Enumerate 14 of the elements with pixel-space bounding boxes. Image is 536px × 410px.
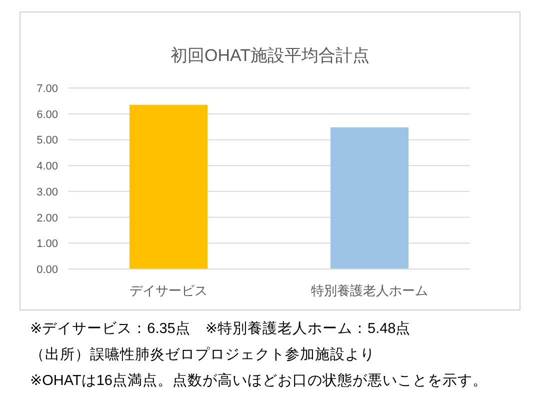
y-tick-label: 2.00 — [36, 212, 58, 224]
x-tick-label: デイサービス — [130, 283, 208, 298]
y-tick-label: 0.00 — [36, 264, 58, 276]
y-tick-label: 4.00 — [36, 160, 58, 173]
text: ※OHATは16点満点。点数が高いほどお口の状態が悪いことを示す。 — [30, 372, 488, 389]
y-tick-label: 3.00 — [36, 186, 58, 198]
y-tick-label: 6.00 — [36, 108, 58, 121]
y-tick-label: 7.00 — [36, 83, 58, 95]
text: ※デイサービス：6.35点 ※特別養護老人ホーム：5.48点 — [30, 320, 411, 337]
text: （出所）誤嚥性肺炎ゼロプロジェクト参加施設より — [30, 346, 375, 363]
x-tick-label: 特別養護老人ホーム — [311, 283, 428, 298]
y-tick-label: 5.00 — [36, 134, 58, 147]
y-tick-label: 1.00 — [36, 238, 58, 250]
chart-title: 初回OHAT施設平均合計点 — [170, 46, 370, 65]
